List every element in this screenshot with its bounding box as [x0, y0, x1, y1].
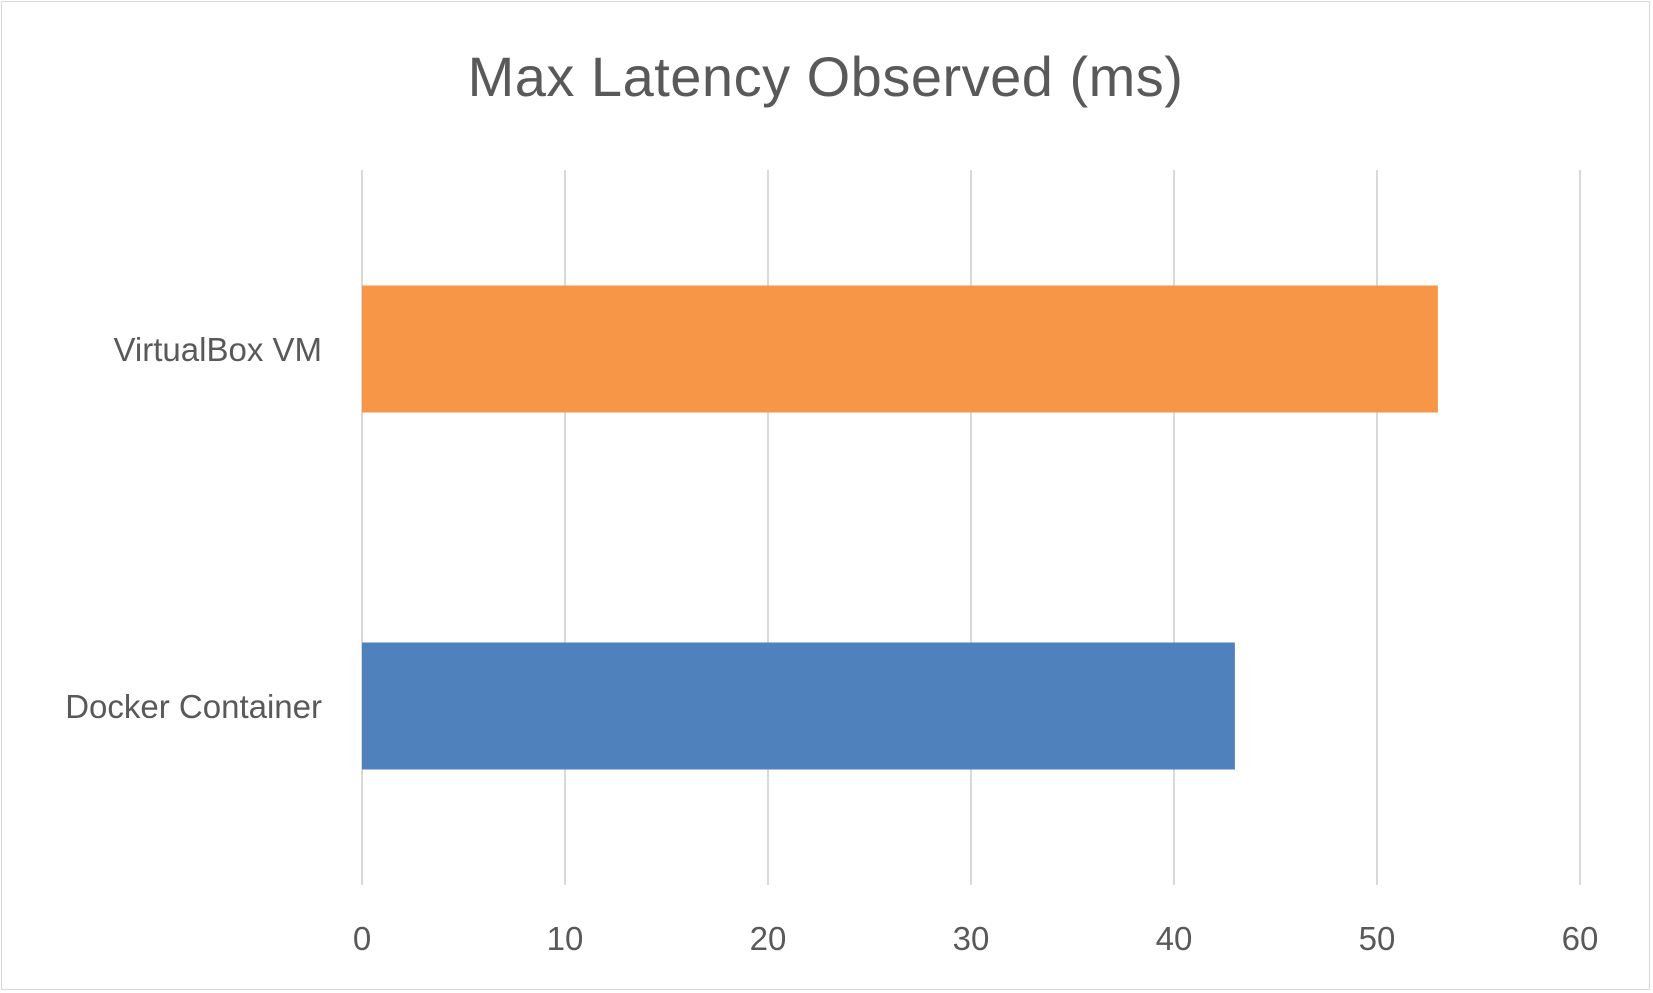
category-labels: VirtualBox VM Docker Container	[65, 331, 322, 725]
chart-title: Max Latency Observed (ms)	[467, 45, 1184, 108]
category-label-virtualbox-vm: VirtualBox VM	[114, 331, 322, 368]
bar-virtualbox-vm	[362, 285, 1438, 413]
x-tick-label-0: 0	[353, 920, 371, 957]
bars	[362, 285, 1438, 770]
category-label-docker-container: Docker Container	[65, 688, 322, 725]
x-tick-label-40: 40	[1156, 920, 1193, 957]
bar-docker-container	[362, 642, 1235, 770]
x-tick-label-20: 20	[750, 920, 787, 957]
gridlines	[361, 170, 1581, 885]
x-tick-label-60: 60	[1562, 920, 1599, 957]
x-tick-label-50: 50	[1359, 920, 1396, 957]
x-tick-label-10: 10	[547, 920, 584, 957]
x-tick-label-30: 30	[953, 920, 990, 957]
x-tick-labels: 0 10 20 30 40 50 60	[353, 920, 1599, 957]
